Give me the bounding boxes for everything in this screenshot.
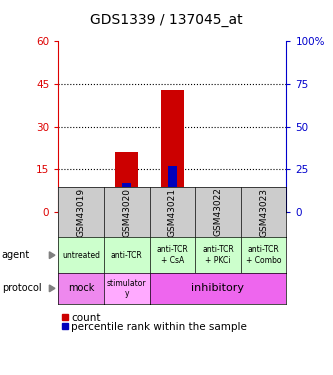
Text: count: count (71, 313, 101, 322)
Text: anti-TCR
+ Combo: anti-TCR + Combo (246, 246, 281, 265)
Text: inhibitory: inhibitory (191, 284, 244, 293)
Bar (122, 183, 131, 212)
Text: agent: agent (2, 250, 30, 260)
Bar (161, 90, 184, 212)
Text: anti-TCR: anti-TCR (111, 251, 143, 260)
Text: stimulator
y: stimulator y (107, 279, 147, 298)
Text: mock: mock (68, 284, 94, 293)
Bar (252, 203, 275, 212)
Bar (206, 203, 229, 212)
Bar (168, 166, 177, 212)
Text: GSM43022: GSM43022 (213, 188, 222, 237)
Bar (77, 198, 86, 212)
Text: GSM43023: GSM43023 (259, 188, 268, 237)
Text: GSM43019: GSM43019 (77, 188, 86, 237)
Bar (115, 152, 138, 212)
Text: untreated: untreated (62, 251, 100, 260)
Text: anti-TCR
+ CsA: anti-TCR + CsA (157, 246, 188, 265)
Bar (213, 198, 222, 212)
Text: anti-TCR
+ PKCi: anti-TCR + PKCi (202, 246, 234, 265)
Text: GDS1339 / 137045_at: GDS1339 / 137045_at (90, 13, 243, 27)
Bar (70, 203, 93, 212)
Text: protocol: protocol (2, 284, 41, 293)
Text: GSM43020: GSM43020 (122, 188, 131, 237)
Text: GSM43021: GSM43021 (168, 188, 177, 237)
Bar (259, 205, 268, 212)
Text: percentile rank within the sample: percentile rank within the sample (71, 322, 247, 332)
